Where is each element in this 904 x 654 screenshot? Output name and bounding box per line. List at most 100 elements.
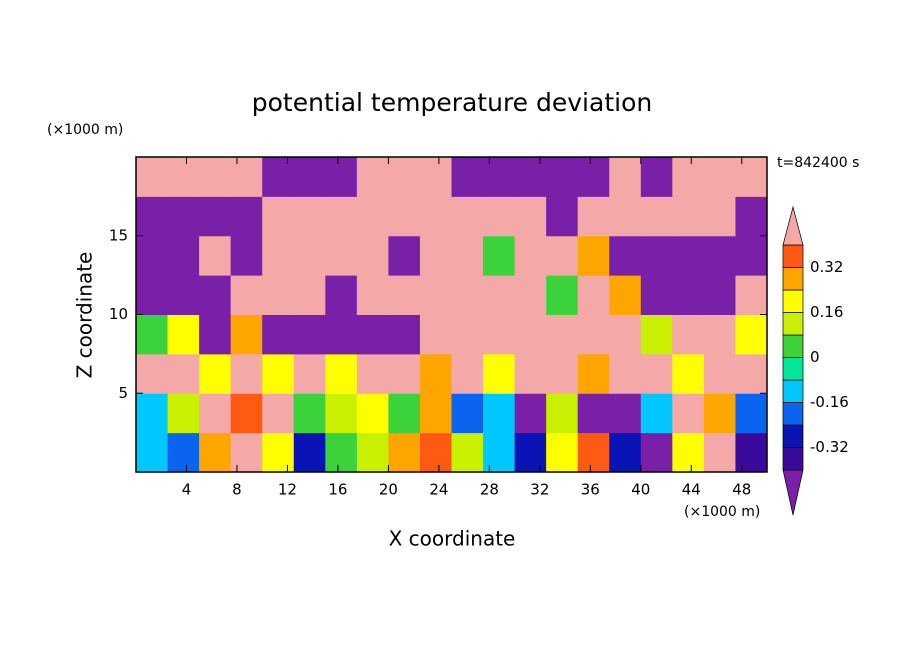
- contour-cell: [419, 353, 452, 394]
- contour-cell: [419, 393, 452, 434]
- contour-cell: [483, 314, 516, 355]
- contour-cell: [199, 432, 232, 473]
- contour-cell: [672, 275, 705, 315]
- colorbar-tick-label: -0.32: [810, 438, 849, 456]
- contour-cell: [640, 432, 673, 473]
- contour-cell: [419, 432, 452, 473]
- contour-cell: [735, 235, 768, 276]
- contour-cell: [167, 235, 200, 276]
- contour-cell: [419, 196, 452, 237]
- colorbar-tick-label: 0: [810, 348, 820, 366]
- contour-cell: [609, 196, 642, 237]
- x-axis-label: X coordinate: [389, 527, 516, 551]
- contour-cell: [483, 393, 516, 434]
- contour-cell: [451, 196, 484, 237]
- contour-cell: [388, 235, 421, 276]
- colorbar-tick-label: -0.16: [810, 393, 849, 411]
- colorbar: -0.32 -0.16 0 0.16 0.32: [782, 205, 849, 516]
- contour-cell: [703, 196, 736, 237]
- y-tick-label: 10: [109, 305, 128, 323]
- contour-cell: [451, 157, 484, 197]
- contour-cell: [609, 393, 642, 434]
- contour-cell: [546, 393, 579, 434]
- x-tick-label: 28: [480, 481, 499, 499]
- contour-cell: [546, 353, 579, 394]
- x-tick-label: 20: [379, 481, 398, 499]
- contour-cell: [451, 314, 484, 355]
- x-tick-label: 24: [429, 481, 448, 499]
- contour-cell: [640, 353, 673, 394]
- contour-cell: [293, 235, 326, 276]
- contour-cell: [325, 157, 358, 197]
- contour-cell: [577, 196, 610, 237]
- contour-cell: [703, 393, 736, 434]
- colorbar-bin: [782, 334, 804, 358]
- contour-cell: [167, 353, 200, 394]
- contour-cell: [262, 196, 295, 237]
- contour-cell: [640, 314, 673, 355]
- y-tick-label: 15: [109, 226, 128, 244]
- contour-cell: [388, 432, 421, 473]
- contour-cell: [199, 353, 232, 394]
- contour-cell: [136, 275, 169, 315]
- contour-cell: [735, 157, 768, 197]
- contour-cell: [514, 196, 547, 237]
- x-tick-label: 48: [732, 481, 751, 499]
- contour-cell: [136, 314, 169, 355]
- x-tick-label: 12: [278, 481, 297, 499]
- contour-cell: [451, 393, 484, 434]
- contour-cell: [672, 314, 705, 355]
- contour-cell: [230, 353, 263, 394]
- contour-cell: [672, 235, 705, 276]
- colorbar-bin: [782, 289, 804, 313]
- contour-cell: [640, 157, 673, 197]
- contour-cell: [388, 314, 421, 355]
- contour-cell: [672, 432, 705, 473]
- contour-cell: [640, 393, 673, 434]
- contour-cell: [672, 157, 705, 197]
- contour-cell: [451, 275, 484, 315]
- y-unit: (×1000 m): [47, 122, 123, 138]
- contour-cell: [483, 157, 516, 197]
- contour-cell: [451, 432, 484, 473]
- contour-cell: [356, 432, 389, 473]
- contour-cell: [293, 353, 326, 394]
- contour-cell: [388, 157, 421, 197]
- contour-cell: [546, 196, 579, 237]
- contour-cell: [262, 353, 295, 394]
- contour-cell: [167, 157, 200, 197]
- contour-cell: [230, 196, 263, 237]
- contour-cell: [325, 432, 358, 473]
- contour-cell: [356, 314, 389, 355]
- contour-cell: [609, 157, 642, 197]
- colorbar-bin: [782, 402, 804, 426]
- contour-cell: [325, 235, 358, 276]
- contour-cell: [136, 432, 169, 473]
- contour-cell: [514, 432, 547, 473]
- contour-cell: [514, 235, 547, 276]
- contour-cell: [262, 157, 295, 197]
- colorbar-triangle-bottom: [782, 469, 804, 516]
- annotation: t=842400 s: [777, 155, 859, 171]
- colorbar-bin: [782, 267, 804, 291]
- contour-cell: [293, 196, 326, 237]
- contour-cell: [577, 235, 610, 276]
- contour-cell: [388, 196, 421, 237]
- contour-cell: [136, 393, 169, 434]
- contour-cell: [230, 235, 263, 276]
- contour-cell: [609, 275, 642, 315]
- contour-cell: [262, 314, 295, 355]
- x-unit: (×1000 m): [684, 504, 760, 520]
- x-tick-label: 40: [631, 481, 650, 499]
- contour-cell: [703, 432, 736, 473]
- contour-cell: [672, 353, 705, 394]
- y-tick-label: 5: [118, 384, 128, 402]
- chart-title: potential temperature deviation: [252, 88, 652, 117]
- contour-cell: [609, 432, 642, 473]
- x-tick-label: 4: [182, 481, 192, 499]
- contour-cell: [514, 393, 547, 434]
- contour-cell: [672, 196, 705, 237]
- contour-cell: [356, 393, 389, 434]
- contour-cell: [262, 275, 295, 315]
